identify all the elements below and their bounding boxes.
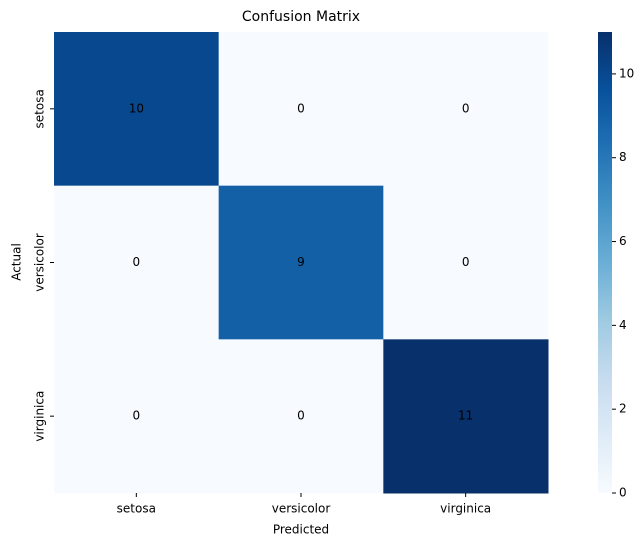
heatmap-cell	[383, 185, 549, 340]
x-tick-label: virginica	[440, 502, 491, 516]
heatmap-cell	[218, 185, 384, 340]
y-tick-label: versicolor	[33, 233, 47, 292]
colorbar-tick-label: 10	[619, 66, 634, 80]
colorbar	[598, 32, 612, 493]
cell-label: 0	[462, 255, 470, 269]
cell-label: 11	[458, 409, 473, 423]
cell-label: 9	[297, 255, 305, 269]
cell-label: 0	[133, 409, 141, 423]
colorbar-tick-label: 2	[619, 402, 627, 416]
x-tick-label: setosa	[117, 502, 156, 516]
heatmap-cell	[54, 32, 220, 187]
cell-label: 0	[297, 409, 305, 423]
heatmap-cell	[383, 339, 549, 494]
x-axis-label: Predicted	[273, 523, 329, 537]
colorbar-tick-label: 0	[619, 486, 627, 500]
x-tick-label: versicolor	[272, 502, 331, 516]
y-tick-label: setosa	[33, 89, 47, 128]
heatmap-cell	[218, 32, 384, 187]
colorbar-tick-label: 6	[619, 234, 627, 248]
colorbar-tick-label: 8	[619, 150, 627, 164]
heatmap-cell	[218, 339, 384, 494]
heatmap-cell	[383, 32, 549, 187]
cell-label: 0	[462, 101, 470, 115]
colorbar-tick-label: 4	[619, 318, 627, 332]
heatmap-cell	[54, 185, 220, 340]
heatmap-cell	[54, 339, 220, 494]
y-tick-label: virginica	[33, 391, 47, 442]
y-axis-label: Actual	[10, 243, 24, 281]
cell-label: 0	[297, 101, 305, 115]
cell-label: 0	[133, 255, 141, 269]
cell-label: 10	[129, 101, 144, 115]
chart-title: Confusion Matrix	[242, 9, 360, 25]
